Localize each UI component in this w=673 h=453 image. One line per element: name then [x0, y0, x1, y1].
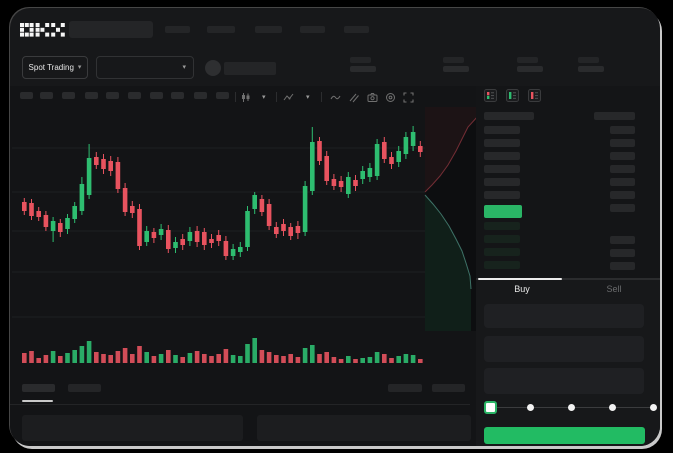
- stat-value-placeholder: [350, 66, 376, 72]
- chevron-down-icon: ▾: [77, 64, 82, 71]
- bid-row-placeholder: [484, 261, 520, 269]
- okx-logo[interactable]: [20, 23, 66, 37]
- pair-name-placeholder: [224, 62, 276, 75]
- chart-type-candles-icon[interactable]: [240, 92, 251, 103]
- slider-step-dot[interactable]: [568, 403, 575, 411]
- orderbook-row-placeholder: [610, 249, 635, 257]
- bottom-divider: [10, 404, 470, 405]
- orderbook-row-placeholder: [610, 191, 635, 199]
- timeframe-button-placeholder[interactable]: [216, 92, 229, 99]
- active-tab-indicator: [478, 278, 562, 280]
- orderbook-col-header: [484, 112, 534, 120]
- bottom-tab-placeholder[interactable]: [68, 384, 101, 392]
- bottom-action-placeholder[interactable]: [432, 384, 465, 392]
- bottom-panel-placeholder: [22, 415, 243, 441]
- bottom-action-placeholder[interactable]: [388, 384, 422, 392]
- orderbook-row-placeholder: [610, 236, 635, 244]
- orderbook-col-header: [594, 112, 635, 120]
- orderbook-row-placeholder: [610, 126, 635, 134]
- book-split-icon[interactable]: [484, 89, 497, 102]
- bottom-tab-placeholder[interactable]: [22, 384, 55, 392]
- orderbook-row-placeholder: [610, 139, 635, 147]
- amount-input[interactable]: [484, 336, 644, 362]
- ask-row-placeholder: [484, 139, 520, 147]
- app-window: Spot Trading ▾ ▾ ▾ ▾: [10, 8, 660, 446]
- submit-order-button[interactable]: [484, 427, 645, 444]
- chevron-down-icon[interactable]: ▾: [262, 94, 266, 101]
- timeframe-button-placeholder[interactable]: [150, 92, 163, 99]
- indicators-icon[interactable]: [283, 92, 294, 103]
- slider-step-dot[interactable]: [527, 403, 535, 411]
- draw-tool-icon[interactable]: [348, 92, 359, 103]
- market-type-selector[interactable]: Spot Trading ▾: [22, 56, 88, 79]
- timeframe-button-placeholder[interactable]: [20, 92, 33, 99]
- orderbook-row-placeholder: [610, 262, 635, 270]
- stat-label-placeholder: [578, 57, 599, 63]
- stat-value-placeholder: [443, 66, 469, 72]
- bid-row-placeholder: [484, 222, 520, 230]
- timeframe-button-placeholder[interactable]: [128, 92, 141, 99]
- bid-row-placeholder: [484, 248, 520, 256]
- pair-selector[interactable]: ▾: [96, 56, 194, 79]
- orderbook-row-placeholder: [610, 165, 635, 173]
- toolbar-divider: [276, 92, 277, 102]
- nav-item-placeholder[interactable]: [300, 26, 325, 33]
- ask-row-placeholder: [484, 152, 520, 160]
- bottom-panel-placeholder: [257, 415, 471, 441]
- bid-row-placeholder: [484, 235, 520, 243]
- stat-label-placeholder: [443, 57, 464, 63]
- nav-item-placeholder[interactable]: [207, 26, 235, 33]
- stat-label-placeholder: [350, 57, 371, 63]
- toolbar-divider: [235, 92, 236, 102]
- toolbar-divider: [321, 92, 322, 102]
- pair-avatar: [205, 60, 221, 76]
- ask-row-placeholder: [484, 126, 520, 134]
- stat-value-placeholder: [517, 66, 543, 72]
- timeframe-button-placeholder[interactable]: [171, 92, 184, 99]
- fullscreen-icon[interactable]: [403, 92, 414, 103]
- tab-buy[interactable]: Buy: [514, 284, 530, 294]
- last-price-highlight[interactable]: [484, 205, 522, 218]
- orderbook-panel: Buy Sell: [476, 86, 660, 446]
- timeframe-button-placeholder[interactable]: [40, 92, 53, 99]
- orderbook-row-placeholder: [610, 178, 635, 186]
- market-type-label: Spot Trading: [28, 63, 74, 72]
- logo-adjacent-placeholder: [69, 21, 153, 38]
- camera-icon[interactable]: [367, 92, 378, 103]
- chevron-down-icon[interactable]: ▾: [306, 94, 310, 101]
- book-bids-icon[interactable]: [506, 89, 519, 102]
- timeframe-button-placeholder[interactable]: [85, 92, 98, 99]
- slider-step-dot[interactable]: [608, 403, 616, 411]
- line-tool-icon[interactable]: [330, 92, 341, 103]
- stat-value-placeholder: [578, 66, 604, 72]
- tab-sell[interactable]: Sell: [606, 284, 622, 294]
- active-tab-underline: [22, 400, 53, 402]
- slider-handle[interactable]: [483, 401, 497, 414]
- candlestick-chart[interactable]: [10, 86, 476, 446]
- price-input[interactable]: [484, 304, 644, 328]
- ask-row-placeholder: [484, 191, 520, 199]
- settings-icon[interactable]: [385, 92, 396, 103]
- nav-item-placeholder[interactable]: [255, 26, 282, 33]
- nav-item-placeholder[interactable]: [344, 26, 369, 33]
- nav-item-placeholder[interactable]: [165, 26, 190, 33]
- timeframe-button-placeholder[interactable]: [62, 92, 75, 99]
- chevron-down-icon: ▾: [182, 64, 186, 71]
- total-input[interactable]: [484, 368, 644, 394]
- timeframe-button-placeholder[interactable]: [106, 92, 119, 99]
- timeframe-button-placeholder[interactable]: [194, 92, 207, 99]
- orderbook-row-placeholder: [610, 152, 635, 160]
- slider-step-dot[interactable]: [649, 403, 657, 411]
- stat-label-placeholder: [517, 57, 538, 63]
- ask-row-placeholder: [484, 178, 520, 186]
- orderbook-row-placeholder: [610, 204, 635, 212]
- ask-row-placeholder: [484, 165, 520, 173]
- book-asks-icon[interactable]: [528, 89, 541, 102]
- tab-baseline: [476, 278, 660, 280]
